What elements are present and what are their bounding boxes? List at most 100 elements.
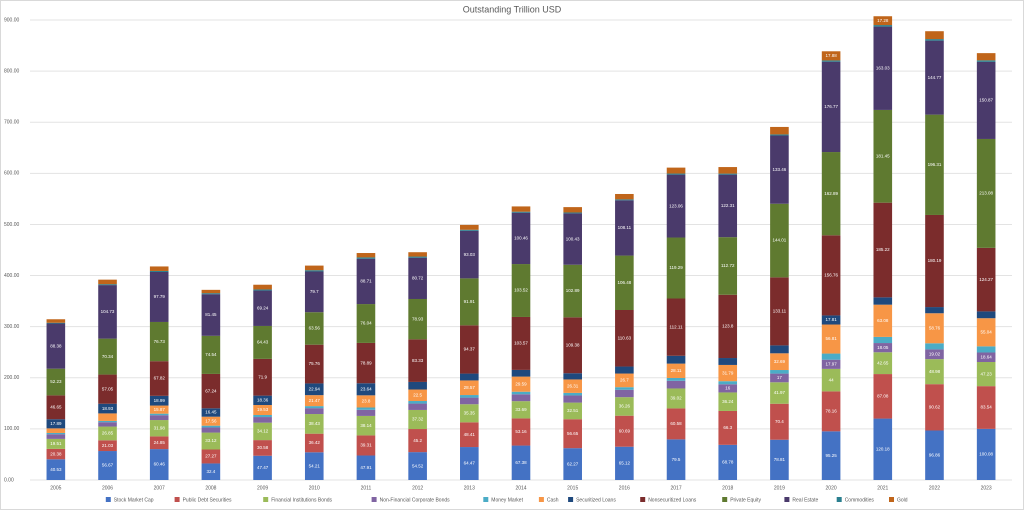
data-label: 156.76 [824,273,838,278]
data-label: 29.59 [515,381,527,386]
data-label: 112.11 [669,324,683,329]
legend-label: Stock Market Cap [114,497,154,503]
bar-segment [46,322,66,324]
bar-segment [201,449,221,464]
bar-segment [149,321,169,362]
bar-segment [511,369,531,377]
bar-segment [666,237,686,299]
bar-segment [201,335,221,374]
bar-segment [821,391,841,432]
data-label: 88.71 [360,279,372,284]
bar-segment [770,439,789,480]
bar-segment [356,383,376,396]
bar-segment [98,413,117,421]
data-label: 123.06 [669,203,683,208]
data-label: 58.76 [929,325,941,330]
bar-segment [201,293,221,295]
x-tick-label: 2016 [619,485,630,491]
bar-segment [253,289,272,291]
data-label: 56.81 [825,336,837,341]
bar-segment [718,358,738,365]
bar-segment [511,206,531,212]
data-label: 23.8 [362,399,371,404]
bar-segment [98,420,117,423]
bar-segment [253,290,272,326]
legend-label: Money Market [491,497,523,503]
data-label: 180.19 [928,258,942,263]
data-label: 28.11 [671,368,682,373]
bar-segment [770,134,789,136]
data-label: 17.97 [825,361,837,366]
bar-segment [615,387,634,390]
bar-segment [615,310,634,367]
bar-segment [304,270,324,272]
x-tick-label: 2008 [205,485,216,491]
bar-segment [666,298,686,356]
bar-segment [46,438,66,449]
bar-segment [821,315,841,325]
data-label: 19.02 [929,351,941,356]
data-label: 70.4 [775,419,784,424]
bar-segment [563,402,582,420]
bar-segment [304,433,324,453]
x-tick-label: 2023 [981,485,992,491]
data-label: 18.64 [981,354,993,359]
bar-segment [408,389,427,402]
bar-segment [460,230,479,279]
bar-segment [873,418,893,480]
data-label: 54.21 [309,463,321,468]
data-label: 103.52 [514,288,528,293]
bar-segment [666,439,686,480]
bar-segment [149,413,169,416]
bar-segment [666,173,686,175]
y-tick-label: 700.00 [4,120,20,126]
bar-segment [511,316,531,370]
bar-segment [460,404,479,423]
bar-segment [666,380,686,389]
data-label: 35.35 [464,410,476,415]
data-label: 100.46 [514,236,528,241]
bar-segment [201,425,221,428]
bar-segment [98,426,117,441]
bar-segment [925,430,944,480]
bar-segment [873,297,893,305]
data-label: 67.24 [205,388,217,393]
data-label: 52.23 [50,379,62,384]
bar-segment [304,452,324,480]
bar-segment [46,419,66,429]
data-label: 26.85 [102,431,114,436]
legend-swatch [722,497,728,502]
bar-segment [718,174,738,238]
bar-segment [615,389,634,398]
data-label: 22.94 [309,386,321,391]
data-label: 83.54 [981,405,993,410]
data-label: 62.27 [567,461,579,466]
bar-segment [615,373,634,388]
legend-label: Gold [897,497,908,503]
x-tick-label: 2010 [309,485,320,491]
bar-segment [511,264,531,317]
data-label: 91.91 [464,299,476,304]
bar-segment [563,317,582,374]
data-label: 69.24 [257,305,269,310]
bar-segment [770,353,789,371]
bar-segment [770,403,789,440]
data-label: 81.45 [205,312,217,317]
bar-segment [873,336,893,344]
data-label: 100.43 [566,236,580,241]
bar-segment [511,391,531,395]
legend-swatch [371,497,377,502]
bar-segment [873,374,893,419]
bar-segment [563,448,582,480]
bar-segment [563,379,582,393]
bar-segment [976,386,996,429]
x-tick-label: 2007 [154,485,165,491]
data-label: 53.16 [515,429,527,434]
bar-segment [770,370,789,374]
data-label: 108.11 [618,225,632,230]
bar-segment [770,126,789,135]
bar-segment [925,307,944,314]
legend-swatch [568,497,574,502]
bar-segment [718,173,738,175]
bar-segment [304,344,324,384]
